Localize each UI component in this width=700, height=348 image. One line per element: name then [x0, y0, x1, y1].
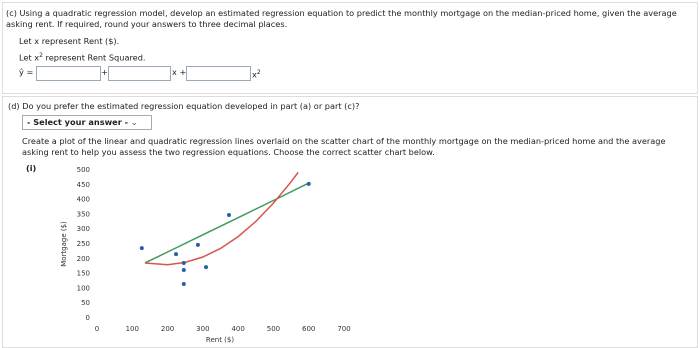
- x-tick-label: 500: [267, 325, 280, 333]
- plus: +: [101, 67, 108, 77]
- x-tick-label: 100: [126, 325, 139, 333]
- input-box[interactable]: [108, 66, 171, 81]
- regression-line: [144, 171, 299, 266]
- point: [139, 246, 144, 251]
- option-label: (i): [26, 163, 37, 173]
- y-tick-label: 300: [77, 225, 90, 233]
- sup: 2: [256, 69, 261, 76]
- y-axis-label: Mortgage ($): [60, 221, 68, 267]
- sup: 2: [39, 52, 43, 59]
- point: [226, 212, 231, 217]
- x-tick-label: 600: [302, 325, 315, 333]
- point: [181, 268, 186, 273]
- y-tick-label: 200: [77, 255, 90, 263]
- x-axis-label: Rent ($): [206, 336, 234, 344]
- text: x: [252, 69, 257, 80]
- section-c: [2, 2, 698, 94]
- text: represent Rent Squared.: [42, 52, 146, 63]
- point: [195, 242, 200, 247]
- yhat: ŷ =: [19, 67, 34, 77]
- select-text: - Select your answer -: [27, 117, 128, 127]
- y-tick-label: 400: [77, 196, 90, 204]
- x-plus: x +: [172, 67, 187, 77]
- let-x: Let x represent Rent ($).: [19, 36, 120, 46]
- x-tick-label: 0: [95, 325, 99, 333]
- y-tick-label: 50: [81, 299, 90, 307]
- instructions: Create a plot of the linear and quadrati…: [22, 136, 666, 157]
- x-tick-label: 200: [161, 325, 174, 333]
- point: [306, 181, 311, 186]
- y-tick-label: 350: [77, 210, 90, 218]
- point: [204, 265, 209, 270]
- y-tick-label: 0: [86, 314, 90, 322]
- let-x2: Let x2 represent Rent Squared.: [19, 50, 146, 64]
- y-tick-label: 450: [77, 181, 90, 189]
- select[interactable]: - Select your answer - ⌄: [22, 115, 152, 130]
- text: Let x: [19, 52, 40, 63]
- point: [181, 281, 186, 286]
- point: [181, 260, 186, 265]
- part-d-text: (d) Do you prefer the estimated regressi…: [8, 101, 360, 111]
- x-tick-label: 400: [231, 325, 244, 333]
- y-tick-label: 150: [77, 270, 90, 278]
- x-tick-label: 300: [196, 325, 209, 333]
- input-box[interactable]: [186, 66, 251, 81]
- point: [174, 252, 179, 257]
- y-tick-label: 100: [77, 284, 90, 292]
- regression-line: [144, 183, 308, 264]
- part-c-text: (c) Using a quadratic regression model, …: [6, 8, 677, 29]
- x2: x2: [252, 67, 261, 81]
- x-tick-label: 700: [337, 325, 350, 333]
- y-tick-label: 500: [77, 166, 90, 174]
- y-tick-label: 250: [77, 240, 90, 248]
- input-box[interactable]: [36, 66, 101, 81]
